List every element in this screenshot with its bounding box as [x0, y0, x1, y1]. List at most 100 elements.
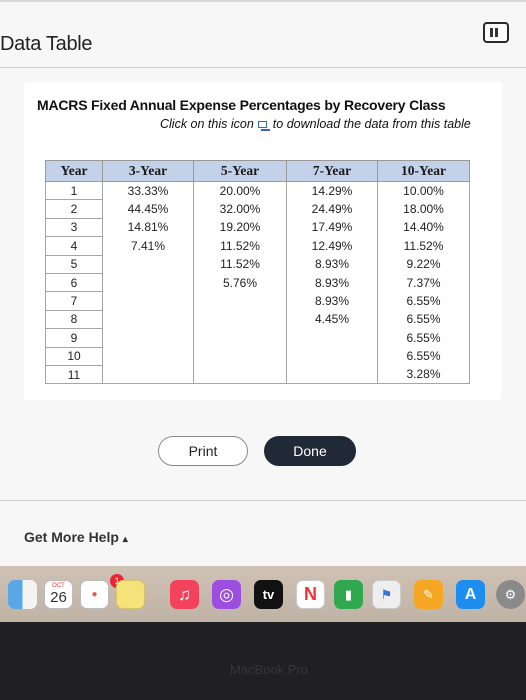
keynote-icon[interactable]: ⚑: [372, 580, 401, 609]
cell-5-year: 20.00%: [193, 181, 287, 200]
cell-5-year: [193, 347, 287, 366]
done-button[interactable]: Done: [264, 436, 356, 466]
download-instruction: Click on this icon to download the data f…: [160, 117, 471, 132]
cell-5-year: [193, 291, 287, 311]
cell-year: 11: [45, 365, 103, 385]
cell-10-year: 6.55%: [377, 310, 470, 329]
header-7-year: 7-Year: [286, 160, 378, 182]
cell-3-year: [102, 273, 194, 292]
cell-10-year: 10.00%: [377, 181, 470, 200]
cell-7-year: 17.49%: [286, 218, 378, 237]
cell-10-year: 18.00%: [377, 199, 470, 219]
calendar-day: 26: [50, 589, 67, 606]
cell-7-year: 8.93%: [286, 273, 378, 292]
laptop-bezel: [0, 622, 526, 700]
cell-7-year: 12.49%: [286, 236, 378, 256]
header-10-year: 10-Year: [377, 160, 470, 182]
get-more-help-button[interactable]: Get More Help ▴: [24, 529, 128, 545]
cell-10-year: 6.55%: [377, 328, 470, 348]
table-title: MACRS Fixed Annual Expense Percentages b…: [37, 97, 446, 113]
cell-7-year: [286, 347, 378, 366]
cell-year: 4: [45, 236, 103, 256]
cell-3-year: [102, 347, 194, 366]
calendar-month: OCT: [52, 583, 65, 589]
top-divider: [0, 0, 526, 2]
cell-5-year: 32.00%: [193, 199, 287, 219]
cell-7-year: [286, 365, 378, 385]
instruction-text-before: Click on this icon: [160, 117, 254, 131]
dock: OCT 26 ● 1 ♫ ◎ tv N ▮ ⚑ ✎ A ⚙: [0, 566, 526, 622]
cell-5-year: 11.52%: [193, 255, 287, 274]
cell-5-year: 19.20%: [193, 218, 287, 237]
cell-3-year: 44.45%: [102, 199, 194, 219]
instruction-text-after: to download the data from this table: [272, 117, 471, 131]
device-brand: MacBook Pro: [230, 662, 309, 677]
table-row: 8 4.45% 6.55%: [45, 310, 470, 330]
header-3-year: 3-Year: [102, 160, 194, 182]
cell-3-year: [102, 291, 194, 311]
cell-year: 1: [45, 181, 103, 201]
music-icon[interactable]: ♫: [170, 580, 199, 609]
header-5-year: 5-Year: [193, 160, 287, 182]
print-button[interactable]: Print: [158, 436, 248, 466]
reminders-icon[interactable]: ●: [80, 580, 109, 609]
cell-10-year: 6.55%: [377, 347, 470, 366]
maximize-icon[interactable]: [483, 22, 509, 43]
app-store-icon[interactable]: A: [456, 580, 485, 609]
cell-7-year: 14.29%: [286, 181, 378, 200]
table-row: 2 44.45% 32.00% 24.49% 18.00%: [45, 199, 470, 219]
table-row: 4 7.41% 11.52% 12.49% 11.52%: [45, 236, 470, 256]
table-row: 6 5.76% 8.93% 7.37%: [45, 273, 470, 293]
cell-5-year: [193, 328, 287, 348]
pages-icon[interactable]: ✎: [414, 580, 443, 609]
table-row: 7 8.93% 6.55%: [45, 291, 470, 311]
cell-year: 8: [45, 310, 103, 330]
cell-5-year: 5.76%: [193, 273, 287, 292]
finder-icon[interactable]: [8, 580, 37, 609]
cell-year: 7: [45, 291, 103, 311]
cell-3-year: [102, 310, 194, 329]
table-row: 11 3.28%: [45, 365, 470, 385]
apple-tv-icon[interactable]: tv: [254, 580, 283, 609]
cell-7-year: 4.45%: [286, 310, 378, 329]
help-label: Get More Help: [24, 529, 119, 545]
podcasts-icon[interactable]: ◎: [212, 580, 241, 609]
caret-up-icon: ▴: [122, 534, 128, 545]
cell-10-year: 11.52%: [377, 236, 470, 256]
cell-7-year: 8.93%: [286, 291, 378, 311]
table-row: 10 6.55%: [45, 347, 470, 366]
download-icon[interactable]: [257, 121, 270, 132]
cell-5-year: [193, 310, 287, 329]
cell-10-year: 7.37%: [377, 273, 470, 292]
cell-year: 3: [45, 218, 103, 238]
news-icon[interactable]: N: [296, 580, 325, 609]
macrs-table: Year 3-Year 5-Year 7-Year 10-Year 1 33.33…: [45, 160, 470, 385]
cell-3-year: 7.41%: [102, 236, 194, 256]
cell-3-year: [102, 365, 194, 385]
cell-year: 5: [45, 255, 103, 274]
cell-7-year: [286, 328, 378, 348]
calendar-icon[interactable]: OCT 26: [44, 580, 73, 609]
cell-year: 6: [45, 273, 103, 293]
screen: Data Table MACRS Fixed Annual Expense Pe…: [0, 0, 526, 566]
numbers-icon[interactable]: ▮: [334, 580, 363, 609]
table-header-row: Year 3-Year 5-Year 7-Year 10-Year: [45, 160, 470, 182]
cell-3-year: 14.81%: [102, 218, 194, 237]
system-preferences-icon[interactable]: ⚙: [496, 580, 525, 609]
cell-10-year: 6.55%: [377, 291, 470, 311]
table-row: 5 11.52% 8.93% 9.22%: [45, 255, 470, 274]
cell-year: 9: [45, 328, 103, 348]
table-row: 9 6.55%: [45, 328, 470, 348]
cell-3-year: [102, 328, 194, 348]
window-title: Data Table: [0, 33, 93, 55]
cell-10-year: 9.22%: [377, 255, 470, 274]
cell-3-year: [102, 255, 194, 274]
cell-10-year: 3.28%: [377, 365, 470, 385]
cell-7-year: 8.93%: [286, 255, 378, 274]
notes-icon[interactable]: [116, 580, 145, 609]
tv-label: tv: [262, 587, 275, 602]
cell-5-year: 11.52%: [193, 236, 287, 256]
cell-year: 10: [45, 347, 103, 366]
cell-10-year: 14.40%: [377, 218, 470, 237]
footer-divider: [0, 500, 526, 501]
